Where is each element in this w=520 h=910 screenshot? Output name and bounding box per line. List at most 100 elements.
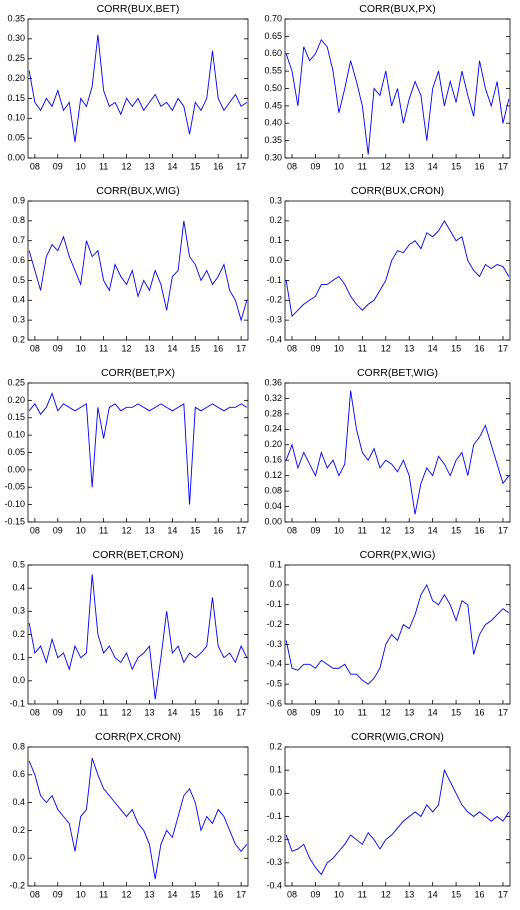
y-tick-label: 0.4 bbox=[12, 295, 25, 305]
x-tick-label: 09 bbox=[310, 161, 320, 171]
x-tick-label: 16 bbox=[213, 707, 223, 717]
y-tick-label: -0.3 bbox=[266, 639, 282, 649]
x-tick-label: 13 bbox=[144, 525, 154, 535]
x-tick-label: 12 bbox=[381, 707, 391, 717]
chart-title: CORR(PX,CRON) bbox=[95, 731, 181, 743]
y-tick-label: 0.16 bbox=[264, 455, 282, 465]
x-tick-label: 11 bbox=[358, 525, 367, 535]
plot-frame bbox=[27, 746, 249, 887]
x-tick-label: 10 bbox=[76, 525, 86, 535]
y-tick-label: 0.45 bbox=[264, 100, 282, 110]
x-tick-label: 08 bbox=[30, 161, 40, 171]
x-tick-label: 15 bbox=[451, 889, 461, 899]
y-tick-label: 0.24 bbox=[264, 424, 282, 434]
x-tick-label: 15 bbox=[190, 889, 200, 899]
x-tick-label: 11 bbox=[358, 343, 367, 353]
y-tick-label: 0.6 bbox=[12, 255, 25, 265]
series-line bbox=[285, 219, 510, 318]
y-tick-label: 0.00 bbox=[7, 152, 25, 162]
y-tick-label: 0.4 bbox=[12, 797, 25, 807]
plot-frame bbox=[284, 746, 511, 887]
chart-title: CORR(BUX,WIG) bbox=[96, 185, 179, 197]
x-tick-label: 10 bbox=[334, 889, 344, 899]
x-tick-label: 09 bbox=[310, 707, 320, 717]
x-tick-label: 13 bbox=[404, 343, 414, 353]
x-tick-label: 17 bbox=[498, 343, 508, 353]
x-tick-label: 10 bbox=[334, 525, 344, 535]
y-tick-label: -0.1 bbox=[266, 599, 282, 609]
plot-frame bbox=[27, 200, 249, 341]
y-tick-label: -0.2 bbox=[9, 880, 25, 890]
plot-frame bbox=[27, 564, 249, 705]
y-tick-label: -0.4 bbox=[266, 334, 282, 344]
x-tick-label: 11 bbox=[99, 889, 108, 899]
x-tick-label: 11 bbox=[358, 161, 367, 171]
x-tick-label: 10 bbox=[334, 161, 344, 171]
x-tick-label: 10 bbox=[76, 343, 86, 353]
x-tick-label: 12 bbox=[122, 343, 132, 353]
x-tick-label: 15 bbox=[451, 707, 461, 717]
x-tick-label: 08 bbox=[287, 343, 297, 353]
y-tick-label: 0.08 bbox=[264, 485, 282, 495]
y-tick-label: 0.20 bbox=[7, 395, 25, 405]
x-tick-label: 15 bbox=[190, 343, 200, 353]
series-line bbox=[28, 392, 248, 505]
y-tick-label: -0.4 bbox=[266, 880, 282, 890]
x-tick-label: 17 bbox=[236, 161, 246, 171]
y-tick-label: -0.1 bbox=[266, 811, 282, 821]
y-tick-label: 0.15 bbox=[7, 412, 25, 422]
x-tick-label: 08 bbox=[30, 707, 40, 717]
x-tick-label: 11 bbox=[358, 889, 367, 899]
y-tick-label: 0.35 bbox=[7, 13, 25, 23]
x-tick-label: 11 bbox=[99, 161, 108, 171]
x-tick-label: 13 bbox=[404, 889, 414, 899]
y-tick-label: -0.2 bbox=[266, 834, 282, 844]
chart-title: CORR(BET,CRON) bbox=[93, 549, 184, 561]
x-tick-label: 08 bbox=[287, 161, 297, 171]
y-tick-label: 0.00 bbox=[7, 464, 25, 474]
y-tick-label: -0.1 bbox=[9, 698, 25, 708]
y-tick-label: -0.3 bbox=[266, 315, 282, 325]
y-tick-label: 0.12 bbox=[264, 470, 282, 480]
plot-frame bbox=[284, 382, 511, 523]
y-tick-label: 0.3 bbox=[269, 195, 282, 205]
y-tick-label: -0.05 bbox=[4, 482, 25, 492]
x-tick-label: 09 bbox=[310, 889, 320, 899]
y-tick-label: 0.4 bbox=[12, 583, 25, 593]
x-tick-label: 15 bbox=[190, 525, 200, 535]
y-tick-label: 0.32 bbox=[264, 393, 282, 403]
x-tick-label: 15 bbox=[190, 707, 200, 717]
y-tick-label: 0.1 bbox=[12, 652, 25, 662]
x-tick-label: 12 bbox=[381, 525, 391, 535]
x-tick-label: 16 bbox=[475, 889, 485, 899]
plot-frame bbox=[284, 564, 511, 705]
x-tick-label: 17 bbox=[498, 525, 508, 535]
y-tick-label: 0.2 bbox=[12, 334, 25, 344]
x-tick-label: 09 bbox=[53, 889, 63, 899]
x-tick-label: 10 bbox=[334, 343, 344, 353]
x-tick-label: 12 bbox=[381, 889, 391, 899]
chart-title: CORR(BET,PX) bbox=[101, 367, 175, 379]
series-line bbox=[285, 38, 510, 155]
y-tick-label: -0.1 bbox=[266, 275, 282, 285]
x-tick-label: 17 bbox=[236, 525, 246, 535]
x-tick-label: 10 bbox=[76, 161, 86, 171]
y-tick-label: -0.2 bbox=[266, 295, 282, 305]
y-tick-label: 0.10 bbox=[7, 430, 25, 440]
x-tick-label: 14 bbox=[428, 889, 438, 899]
y-tick-label: 0.15 bbox=[7, 93, 25, 103]
chart-title: CORR(BUX,CRON) bbox=[351, 185, 444, 197]
chart-title: CORR(PX,WIG) bbox=[360, 549, 436, 561]
y-tick-label: 0.25 bbox=[7, 53, 25, 63]
y-tick-label: 0.1 bbox=[269, 235, 282, 245]
y-tick-label: 0.05 bbox=[7, 133, 25, 143]
x-tick-label: 11 bbox=[99, 343, 108, 353]
x-tick-label: 17 bbox=[236, 707, 246, 717]
x-tick-label: 15 bbox=[451, 161, 461, 171]
x-tick-label: 12 bbox=[122, 525, 132, 535]
x-tick-label: 13 bbox=[404, 707, 414, 717]
y-tick-label: 0.0 bbox=[269, 579, 282, 589]
y-tick-label: -0.10 bbox=[4, 499, 25, 509]
y-tick-label: 0.8 bbox=[12, 215, 25, 225]
y-tick-label: 0.05 bbox=[7, 447, 25, 457]
